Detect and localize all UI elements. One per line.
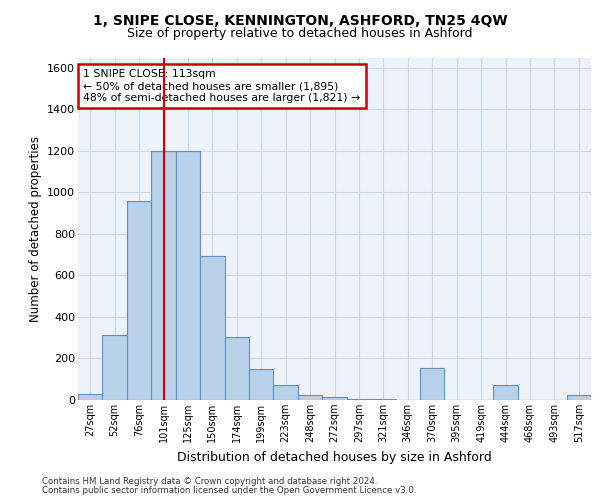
- Text: 1 SNIPE CLOSE: 113sqm
← 50% of detached houses are smaller (1,895)
48% of semi-d: 1 SNIPE CLOSE: 113sqm ← 50% of detached …: [83, 70, 360, 102]
- Bar: [322, 397, 347, 400]
- Bar: [78, 394, 103, 400]
- Bar: [103, 334, 127, 400]
- Text: Contains HM Land Registry data © Crown copyright and database right 2024.: Contains HM Land Registry data © Crown c…: [42, 477, 377, 486]
- Text: Size of property relative to detached houses in Ashford: Size of property relative to detached ho…: [127, 28, 473, 40]
- X-axis label: Distribution of detached houses by size in Ashford: Distribution of detached houses by size …: [177, 450, 492, 464]
- Bar: [298, 395, 322, 400]
- Text: Contains public sector information licensed under the Open Government Licence v3: Contains public sector information licen…: [42, 486, 416, 495]
- Text: 1, SNIPE CLOSE, KENNINGTON, ASHFORD, TN25 4QW: 1, SNIPE CLOSE, KENNINGTON, ASHFORD, TN2…: [92, 14, 508, 28]
- Bar: [274, 386, 298, 400]
- Y-axis label: Number of detached properties: Number of detached properties: [29, 136, 41, 322]
- Bar: [566, 395, 591, 400]
- Bar: [151, 151, 176, 400]
- Bar: [420, 368, 445, 400]
- Bar: [347, 399, 371, 400]
- Bar: [371, 399, 395, 400]
- Bar: [224, 336, 249, 400]
- Bar: [176, 151, 200, 400]
- Bar: [493, 386, 518, 400]
- Bar: [127, 200, 151, 400]
- Bar: [249, 369, 274, 400]
- Bar: [200, 256, 224, 400]
